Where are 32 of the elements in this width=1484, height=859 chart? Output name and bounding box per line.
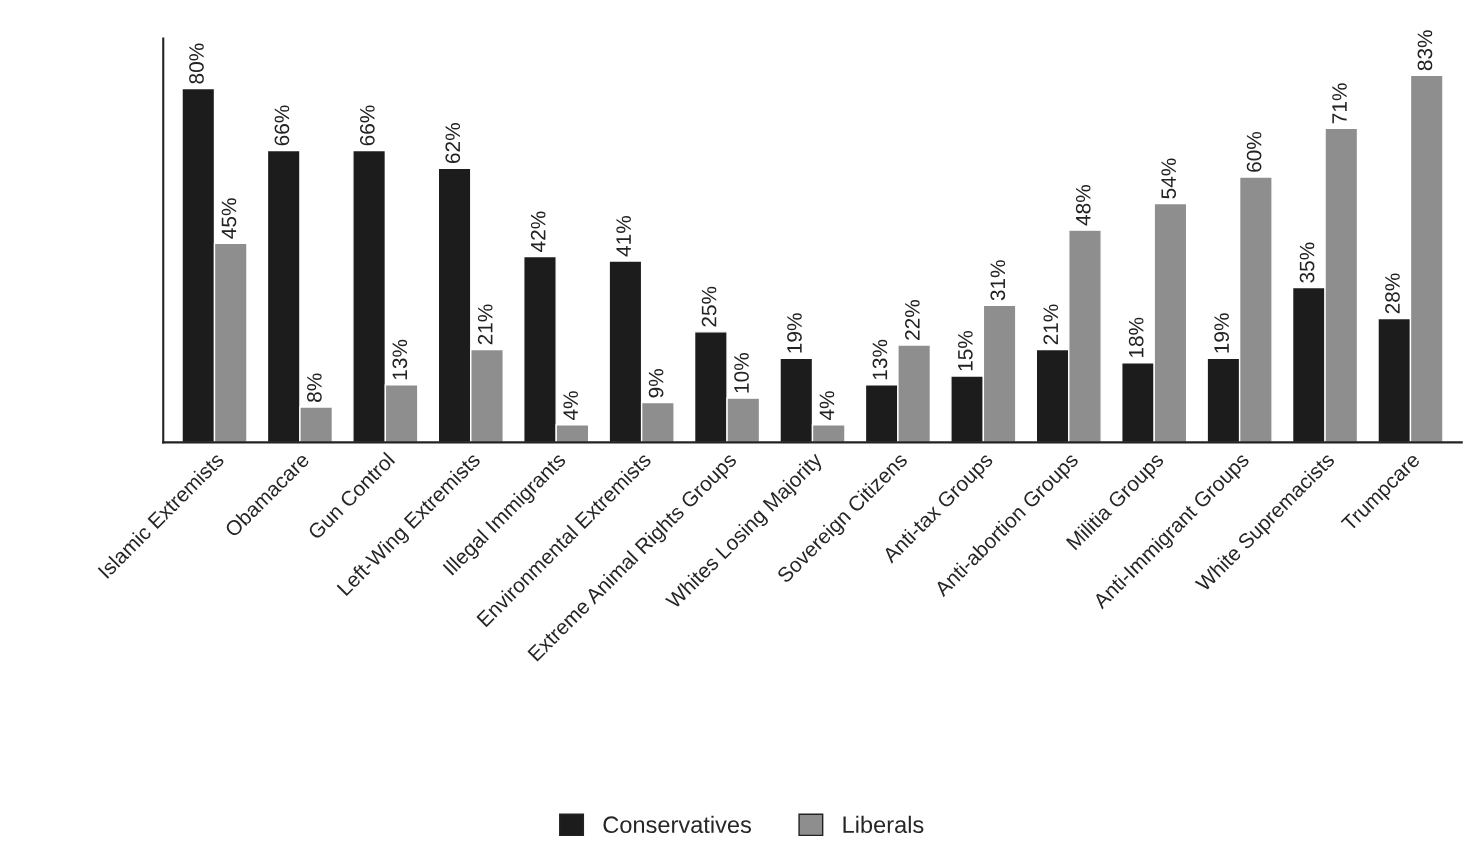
data-label: 80% <box>189 43 204 84</box>
data-label: 9% <box>648 369 664 398</box>
data-label: 8% <box>307 373 322 402</box>
data-label: 60% <box>1246 131 1262 172</box>
data-label: 10% <box>734 353 749 393</box>
data-label: 42% <box>530 211 546 253</box>
data-label: 18% <box>1128 317 1144 358</box>
data-label: 25% <box>701 286 717 327</box>
data-label: 4% <box>819 391 835 421</box>
data-label: 31% <box>990 260 1006 301</box>
legend-label: Conservatives <box>603 815 751 834</box>
data-label: 19% <box>1214 313 1229 353</box>
data-label: 62% <box>445 123 461 163</box>
data-label: 22% <box>904 299 920 340</box>
legend-label: Liberals <box>843 815 924 834</box>
data-label: 83% <box>1417 30 1433 71</box>
data-label: 54% <box>1161 158 1177 199</box>
data-label: 21% <box>477 304 493 345</box>
data-label: 28% <box>1385 273 1400 314</box>
data-label: 71% <box>1332 83 1347 124</box>
data-label: 45% <box>221 198 237 239</box>
data-label: 19% <box>787 313 802 353</box>
data-label: 48% <box>1075 185 1091 226</box>
data-label: 4% <box>563 391 578 421</box>
data-label: 15% <box>958 330 973 371</box>
data-label: 66% <box>359 105 375 146</box>
data-label: 13% <box>872 339 888 380</box>
data-label: 41% <box>616 215 631 257</box>
data-label: 35% <box>1299 242 1315 283</box>
data-label: 66% <box>274 105 290 146</box>
data-label: 21% <box>1043 304 1059 345</box>
data-label: 13% <box>392 339 408 380</box>
